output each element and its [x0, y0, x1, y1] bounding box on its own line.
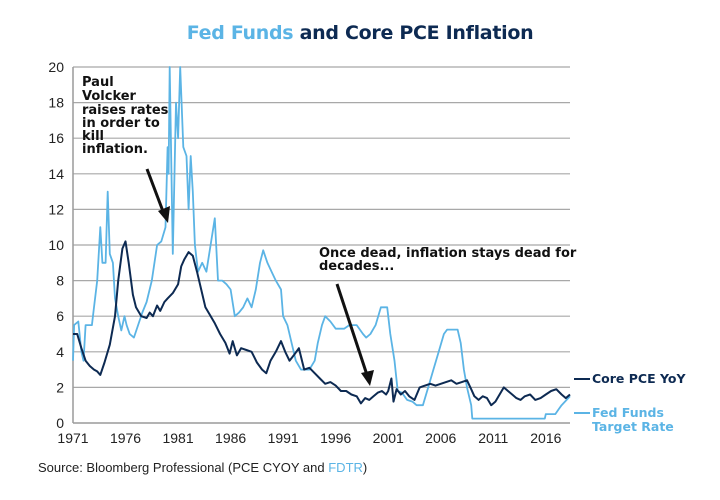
annotation-decades: Once dead, inflation stays dead for deca… [319, 246, 577, 386]
chart-title-part2: and Core PCE Inflation [293, 22, 534, 44]
annotation-volcker: Paul Volcker raises rates in order to ki… [82, 75, 170, 223]
x-tick-label: 2011 [478, 430, 508, 446]
gridlines [73, 66, 570, 388]
chart-title: Fed Funds and Core PCE Inflation [0, 22, 720, 44]
annotation-decades-line-2: decades... [319, 259, 394, 274]
annotation-volcker-line-3: raises rates [82, 103, 169, 118]
y-tick-label: 8 [56, 273, 64, 289]
series-line-fed-funds [72, 66, 571, 420]
annotation-volcker-line-6: inflation. [82, 142, 148, 157]
x-tick-label: 2006 [425, 430, 456, 446]
y-tick-label: 20 [48, 59, 64, 75]
x-tick-label: 2016 [530, 430, 561, 446]
annotation-volcker-line-1: Paul [82, 75, 114, 90]
y-tick-label: 10 [48, 237, 64, 253]
x-axis-ticks: 1971 1976 1981 1986 1991 1996 2001 2006 2011 2016 [57, 430, 561, 446]
x-tick-label: 1976 [110, 430, 141, 446]
source-note: Source: Bloomberg Professional (PCE CYOY… [38, 460, 367, 475]
series-lines [72, 66, 571, 420]
y-tick-label: 12 [48, 201, 64, 217]
y-tick-label: 0 [56, 415, 64, 431]
y-tick-label: 14 [48, 166, 64, 182]
legend-label-fed-funds-2: Target Rate [592, 419, 674, 434]
annotation-arrow-1 [145, 168, 170, 223]
source-prefix: Source: Bloomberg Professional (PCE CYOY… [38, 460, 329, 475]
x-tick-label: 1971 [57, 430, 88, 446]
y-tick-label: 2 [56, 379, 64, 395]
y-tick-label: 18 [48, 95, 64, 111]
y-tick-label: 4 [56, 344, 64, 360]
legend: Core PCE YoY Fed Funds Target Rate [574, 371, 686, 434]
annotation-volcker-line-5: kill [82, 129, 104, 144]
legend-label-fed-funds-1: Fed Funds [592, 405, 664, 420]
x-tick-label: 1986 [215, 430, 246, 446]
source-highlight: FDTR [328, 460, 363, 475]
annotation-decades-line-1: Once dead, inflation stays dead for [319, 246, 577, 261]
series-line-core-pce [73, 240, 571, 407]
y-tick-label: 6 [56, 308, 64, 324]
source-suffix: ) [362, 460, 368, 475]
x-tick-label: 2001 [373, 430, 404, 446]
annotation-arrow-2 [335, 283, 374, 386]
annotation-volcker-line-4: in order to [82, 116, 160, 131]
chart-title-part1: Fed Funds [186, 22, 294, 44]
annotation-volcker-line-2: Volcker [82, 89, 137, 104]
x-tick-label: 1996 [320, 430, 351, 446]
y-tick-label: 16 [48, 130, 64, 146]
x-tick-label: 1981 [162, 430, 193, 446]
y-axis-ticks: 0 2 4 6 8 10 12 14 16 18 20 [48, 59, 64, 431]
x-tick-label: 1991 [268, 430, 299, 446]
legend-label-core-pce: Core PCE YoY [592, 371, 686, 386]
